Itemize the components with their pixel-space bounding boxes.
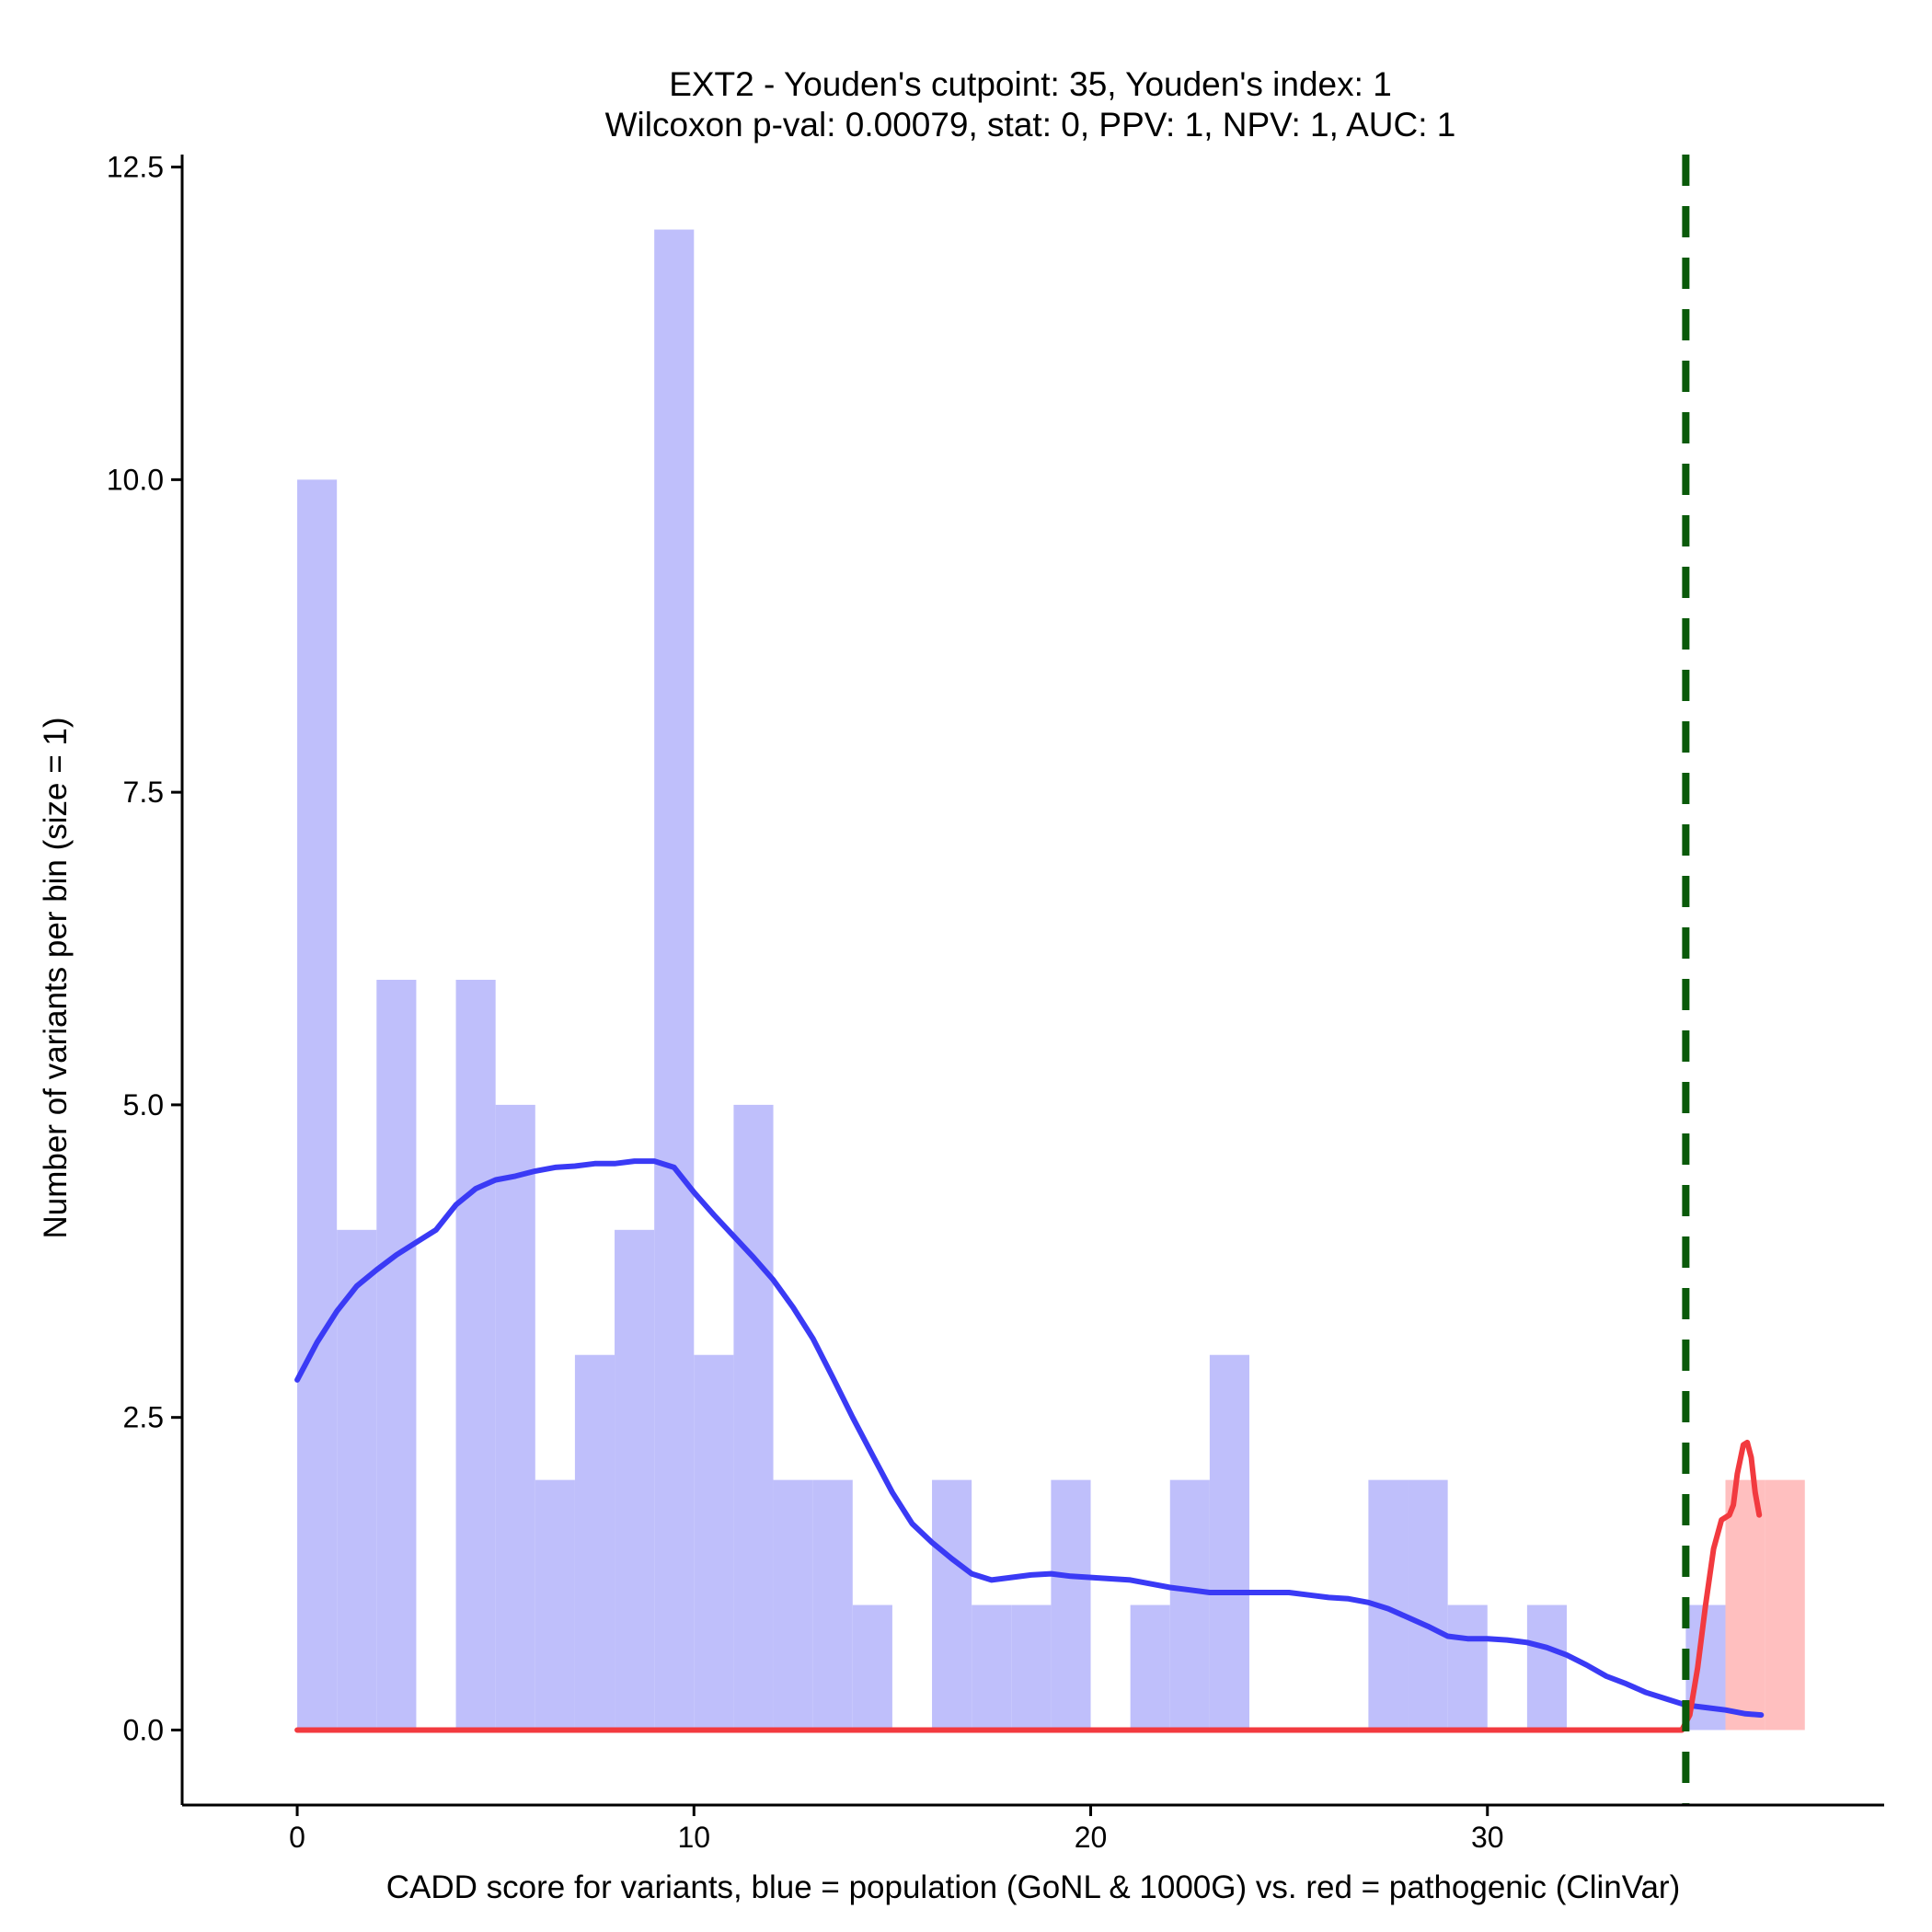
x-tick-label-3: 30	[1471, 1821, 1504, 1854]
chart-title-line2: Wilcoxon p-val: 0.00079, stat: 0, PPV: 1…	[605, 106, 1456, 144]
population-bar-10	[733, 1104, 774, 1731]
population-bar-24	[1526, 1604, 1568, 1731]
population-bar-6	[574, 1354, 615, 1731]
population-bar-9	[694, 1354, 734, 1731]
y-axis-title: Number of variants per bin (size = 1)	[38, 717, 74, 1238]
y-axis-ticks: 0.0 2.5 5.0 7.5 10.0 12.5	[107, 151, 182, 1746]
population-bar-5	[535, 1479, 575, 1731]
y-tick-label-1: 2.5	[123, 1401, 164, 1434]
x-tick-label-2: 20	[1075, 1821, 1108, 1854]
density-lines	[294, 1158, 1765, 1733]
y-tick-label-4: 10.0	[107, 463, 164, 496]
population-bar-18	[1130, 1604, 1170, 1731]
population-bar-15	[972, 1604, 1012, 1731]
population-bar-16	[1011, 1604, 1052, 1731]
pathogenic-bar-1	[1765, 1479, 1805, 1731]
population-bar-22	[1408, 1479, 1448, 1731]
population-bar-20	[1209, 1354, 1250, 1731]
population-bar-8	[654, 229, 695, 1731]
population-bar-1	[337, 1229, 377, 1731]
y-tick-label-3: 7.5	[123, 776, 164, 809]
x-tick-label-0: 0	[289, 1821, 305, 1854]
x-axis-ticks: 0 10 20 30	[289, 1805, 1504, 1854]
chart-title-line1: EXT2 - Youden's cutpoint: 35, Youden's i…	[669, 65, 1392, 103]
population-bar-2	[376, 980, 417, 1731]
population-bar-7	[615, 1229, 655, 1731]
y-tick-label-2: 5.0	[123, 1088, 164, 1121]
histogram-bars	[297, 229, 1805, 1731]
x-axis-title: CADD score for variants, blue = populati…	[386, 1869, 1681, 1905]
population-density-line	[294, 1158, 1765, 1719]
pathogenic-bar-0	[1725, 1479, 1765, 1731]
population-bar-0	[297, 479, 338, 1731]
y-tick-label-0: 0.0	[123, 1713, 164, 1746]
population-bar-4	[495, 1104, 535, 1731]
population-bar-11	[773, 1479, 813, 1731]
x-tick-label-1: 10	[677, 1821, 710, 1854]
population-bar-14	[932, 1479, 972, 1731]
y-tick-label-5: 12.5	[107, 151, 164, 184]
population-bar-3	[455, 980, 496, 1731]
population-bar-13	[852, 1604, 892, 1731]
population-bar-12	[812, 1479, 853, 1731]
population-bar-17	[1051, 1479, 1091, 1731]
population-bar-19	[1169, 1479, 1210, 1731]
pathogenic-density-line	[294, 1439, 1763, 1733]
population-bar-23	[1447, 1604, 1488, 1731]
